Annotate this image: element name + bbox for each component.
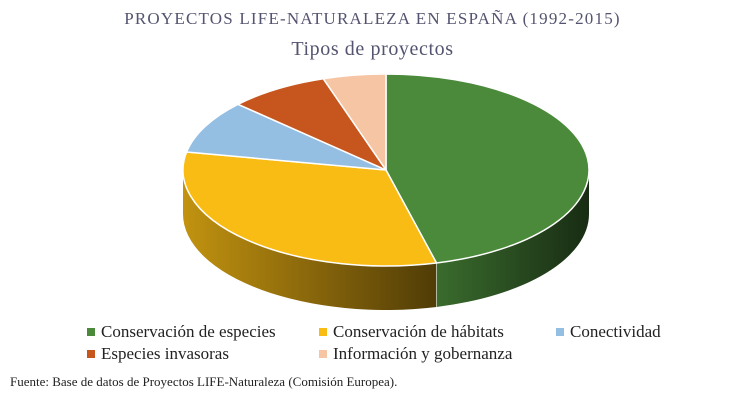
source-note: Fuente: Base de datos de Proyectos LIFE-…	[10, 374, 398, 389]
legend-label: Especies invasoras	[101, 344, 229, 363]
pie-side-conservacion-de-habitats	[183, 170, 437, 310]
legend-item-conservacion-especies: Conservación de especies	[87, 322, 276, 342]
chart-subtitle: Tipos de proyectos	[291, 38, 454, 60]
legend-swatch	[319, 328, 327, 336]
legend-label: Conservación de especies	[101, 322, 276, 341]
legend-item-conectividad: Conectividad	[556, 322, 661, 342]
pie-slice-informacion-y-gobernanza	[322, 73, 387, 171]
pie-side-conservacion-de-especies	[436, 170, 589, 307]
pie-slice-conservacion-de-especies	[385, 73, 590, 264]
legend-item-especies-invasoras: Especies invasoras	[87, 344, 229, 364]
legend-swatch	[556, 328, 564, 336]
legend-item-informacion-gobernanza: Información y gobernanza	[319, 344, 512, 364]
pie-side-walls	[183, 170, 589, 310]
chart-title: PROYECTOS LIFE-NATURALEZA EN ESPAÑA (199…	[124, 9, 621, 28]
legend-swatch	[319, 350, 327, 358]
pie-slice-especies-invasoras	[237, 77, 387, 171]
legend-swatch	[87, 328, 95, 336]
legend-label: Información y gobernanza	[333, 344, 513, 363]
pie-slice-conectividad	[185, 103, 387, 171]
legend-swatch	[87, 350, 95, 358]
pie-top-faces	[182, 73, 590, 267]
legend-label: Conservación de hábitats	[333, 322, 504, 341]
pie-slice-conservacion-de-habitats	[182, 151, 438, 267]
legend-label: Conectividad	[570, 322, 661, 341]
legend-item-conservacion-habitats: Conservación de hábitats	[319, 322, 504, 342]
pie-chart	[182, 73, 590, 310]
